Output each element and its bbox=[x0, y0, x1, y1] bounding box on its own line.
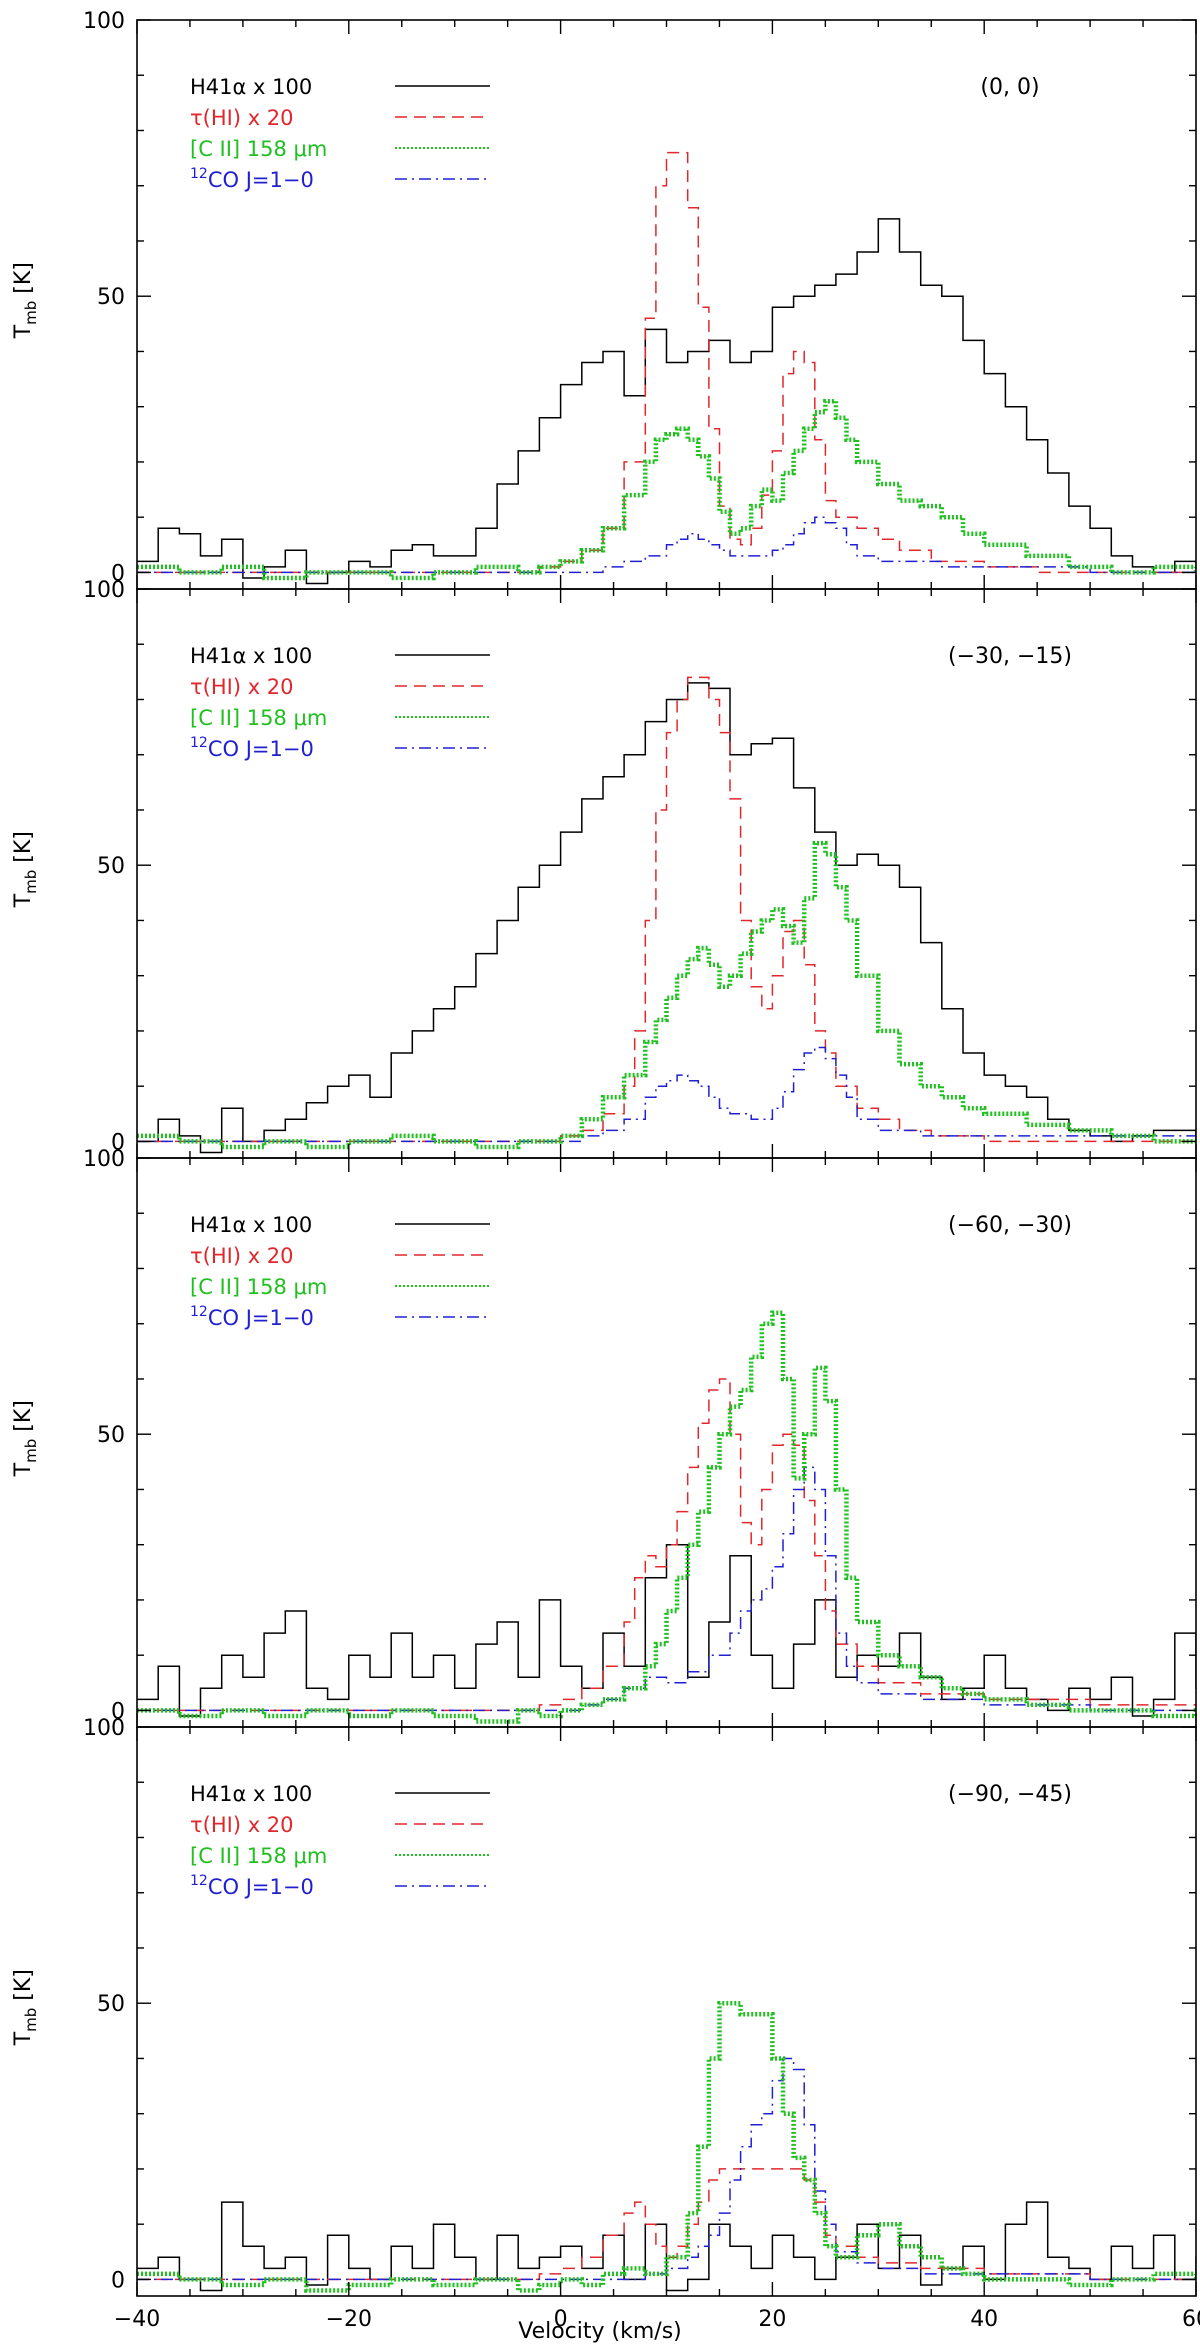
y-tick-label: 0 bbox=[111, 1699, 125, 1724]
legend-label-tau_hi: τ(HI) x 20 bbox=[190, 675, 294, 699]
legend-sup: 12 bbox=[190, 166, 208, 182]
y-tick-label: 0 bbox=[111, 1130, 125, 1155]
legend: H41α x 100 τ(HI) x 20 [C II] 158 μm 12CO J=… bbox=[190, 644, 490, 761]
y-tick-label: 100 bbox=[83, 578, 125, 603]
y-axis-label-main: T bbox=[11, 324, 36, 339]
series-h41a-line bbox=[137, 682, 1196, 1154]
legend-label-cii: [C II] 158 μm bbox=[190, 137, 327, 161]
panel-2: 0 50 100 Tmb [K] H41α x 100 τ(HI) x 20 [C II] … bbox=[11, 578, 1197, 1159]
y-axis-label-unit: [K] bbox=[11, 831, 36, 870]
y-axis-label: Tmb [K] bbox=[11, 1969, 40, 2046]
legend-label-tau_hi: τ(HI) x 20 bbox=[190, 1813, 294, 1837]
legend-label-cii: [C II] 158 μm bbox=[190, 1844, 327, 1868]
series-tau_hi-line bbox=[137, 151, 1196, 574]
y-axis-label-unit: [K] bbox=[11, 1400, 36, 1439]
y-axis-label-main: T bbox=[11, 2031, 36, 2046]
series-cii-line bbox=[137, 2000, 1196, 2293]
legend-label-cii: [C II] 158 μm bbox=[190, 706, 327, 730]
x-tick-label: 0 bbox=[554, 2307, 568, 2332]
legend-text: CO J=1−0 bbox=[208, 1306, 314, 1330]
series-cii-line bbox=[137, 840, 1196, 1150]
x-tick-label: 20 bbox=[758, 2307, 786, 2332]
series-cii-line bbox=[137, 398, 1196, 581]
legend: H41α x 100 τ(HI) x 20 [C II] 158 μm 12CO J=… bbox=[190, 1782, 490, 1899]
legend-label-h41a: H41α x 100 bbox=[190, 75, 312, 99]
y-axis-label-main: T bbox=[11, 893, 36, 908]
panels-group: 0 50 100 Tmb [K] H41α x 100 τ(HI) x 20 [C II] … bbox=[11, 9, 1200, 2332]
position-label: (−30, −15) bbox=[948, 644, 1072, 669]
position-label: (−90, −45) bbox=[948, 1782, 1072, 1807]
position-label: (0, 0) bbox=[980, 75, 1039, 100]
legend-label-h41a: H41α x 100 bbox=[190, 644, 312, 668]
y-axis-label-unit: [K] bbox=[11, 262, 36, 301]
y-tick-label: 50 bbox=[97, 285, 125, 310]
plot-frame bbox=[136, 1726, 1197, 2297]
series-group bbox=[137, 676, 1196, 1154]
x-tick-label: −40 bbox=[114, 2307, 160, 2332]
x-tick-label: 60 bbox=[1182, 2307, 1200, 2332]
legend-label-cii: [C II] 158 μm bbox=[190, 1275, 327, 1299]
y-tick-label: 50 bbox=[97, 854, 125, 879]
series-group bbox=[137, 2000, 1196, 2293]
series-co-line bbox=[137, 1046, 1196, 1143]
y-tick-label: 0 bbox=[111, 561, 125, 586]
legend-text: CO J=1−0 bbox=[208, 737, 314, 761]
y-tick-label: 50 bbox=[97, 1992, 125, 2017]
plot-frame bbox=[136, 588, 1197, 1159]
plot-frame bbox=[136, 19, 1197, 590]
series-group bbox=[137, 1310, 1196, 1724]
legend-label-co: 12CO J=1−0 bbox=[190, 1304, 314, 1330]
y-tick-label: 50 bbox=[97, 1423, 125, 1448]
series-group bbox=[137, 151, 1196, 585]
y-axis-label: Tmb [K] bbox=[11, 831, 40, 908]
legend-label-h41a: H41α x 100 bbox=[190, 1213, 312, 1237]
y-tick-label: 0 bbox=[111, 2268, 125, 2293]
position-label: (−60, −30) bbox=[948, 1213, 1072, 1238]
y-tick-label: 100 bbox=[83, 1147, 125, 1172]
legend: H41α x 100 τ(HI) x 20 [C II] 158 μm 12CO J=… bbox=[190, 75, 490, 192]
legend-sup: 12 bbox=[190, 1873, 208, 1889]
x-tick-label: 40 bbox=[970, 2307, 998, 2332]
series-co-line bbox=[137, 1466, 1196, 1712]
series-co-line bbox=[137, 2057, 1196, 2281]
y-tick-label: 100 bbox=[83, 9, 125, 34]
y-axis-label-sub: mb bbox=[22, 2008, 40, 2032]
series-tau_hi-line bbox=[137, 1378, 1196, 1712]
legend-label-co: 12CO J=1−0 bbox=[190, 735, 314, 761]
y-tick-label: 100 bbox=[83, 1716, 125, 1741]
legend-label-co: 12CO J=1−0 bbox=[190, 166, 314, 192]
legend-sup: 12 bbox=[190, 735, 208, 751]
legend-label-co: 12CO J=1−0 bbox=[190, 1873, 314, 1899]
legend-text: CO J=1−0 bbox=[208, 168, 314, 192]
y-axis-label-unit: [K] bbox=[11, 1969, 36, 2008]
series-cii-line bbox=[137, 1310, 1196, 1724]
legend-label-tau_hi: τ(HI) x 20 bbox=[190, 1244, 294, 1268]
series-co-line bbox=[137, 516, 1196, 574]
x-axis-label: Velocity (km/s) bbox=[518, 2319, 682, 2344]
legend: H41α x 100 τ(HI) x 20 [C II] 158 μm 12CO J=… bbox=[190, 1213, 490, 1330]
y-axis-label-sub: mb bbox=[22, 301, 40, 325]
series-h41a-line bbox=[137, 218, 1196, 585]
panel-3: 0 50 100 Tmb [K] H41α x 100 τ(HI) x 20 [C II] … bbox=[11, 1147, 1197, 1728]
y-axis-label-sub: mb bbox=[22, 1439, 40, 1463]
y-axis-label: Tmb [K] bbox=[11, 262, 40, 339]
y-axis-label-sub: mb bbox=[22, 870, 40, 894]
legend-sup: 12 bbox=[190, 1304, 208, 1320]
legend-label-tau_hi: τ(HI) x 20 bbox=[190, 106, 294, 130]
legend-label-h41a: H41α x 100 bbox=[190, 1782, 312, 1806]
panel-4: 0 50 100 Tmb [K] H41α x 100 τ(HI) x 20 [C II] … bbox=[11, 1716, 1200, 2332]
series-tau_hi-line bbox=[137, 676, 1196, 1143]
y-axis-label-main: T bbox=[11, 1462, 36, 1477]
legend-text: CO J=1−0 bbox=[208, 1875, 314, 1899]
panel-1: 0 50 100 Tmb [K] H41α x 100 τ(HI) x 20 [C II] … bbox=[11, 9, 1197, 590]
series-h41a-line bbox=[137, 2201, 1196, 2292]
x-tick-label: −20 bbox=[326, 2307, 372, 2332]
y-axis-label: Tmb [K] bbox=[11, 1400, 40, 1477]
